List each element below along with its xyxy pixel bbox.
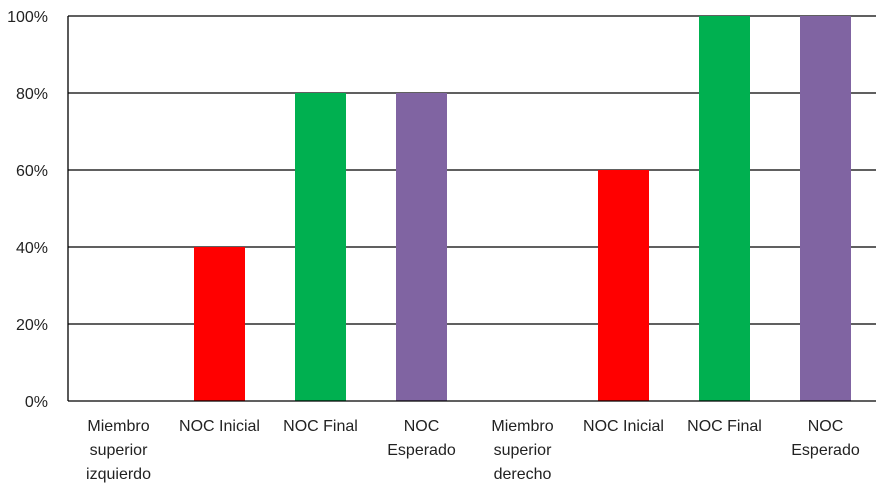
bar <box>598 170 649 401</box>
category-label-line: Miembro <box>491 418 553 435</box>
category-label-line: Esperado <box>387 442 456 459</box>
category-label: NOC Inicial <box>179 418 260 435</box>
category-label-line: Miembro <box>87 418 149 435</box>
y-tick-label: 20% <box>16 317 48 334</box>
bar <box>194 247 245 401</box>
category-label: NOC Esperado <box>791 418 860 459</box>
category-label-line: superior <box>90 442 148 459</box>
y-tick-label: 40% <box>16 240 48 257</box>
category-label: NOC Esperado <box>387 418 456 459</box>
y-tick-label: 100% <box>7 9 48 26</box>
bar <box>295 93 346 401</box>
category-label-line: Esperado <box>791 442 860 459</box>
bars <box>194 16 851 401</box>
y-tick-label: 60% <box>16 163 48 180</box>
category-label-line: superior <box>494 442 552 459</box>
category-label-line: NOC <box>808 418 844 435</box>
category-label: NOC Final <box>687 418 762 435</box>
category-label-line: NOC Inicial <box>179 418 260 435</box>
y-axis-tick-labels: 0% 20% 40% 60% 80% 100% <box>7 9 48 411</box>
category-label: Miembro superior derecho <box>491 418 553 483</box>
category-label-line: NOC Final <box>687 418 762 435</box>
bar <box>396 93 447 401</box>
bar <box>800 16 851 401</box>
y-tick-label: 80% <box>16 86 48 103</box>
category-label: NOC Inicial <box>583 418 664 435</box>
category-label-line: izquierdo <box>86 466 151 483</box>
x-axis-category-labels: Miembro superior izquierdo NOC Inicial NOC F… <box>86 418 860 483</box>
category-label-line: derecho <box>494 466 552 483</box>
y-tick-label: 0% <box>25 394 48 411</box>
category-label: Miembro superior izquierdo <box>86 418 151 483</box>
category-label: NOC Final <box>283 418 358 435</box>
category-label-line: NOC Final <box>283 418 358 435</box>
category-label-line: NOC Inicial <box>583 418 664 435</box>
category-label-line: NOC <box>404 418 440 435</box>
bar <box>699 16 750 401</box>
gridlines <box>68 15 876 325</box>
